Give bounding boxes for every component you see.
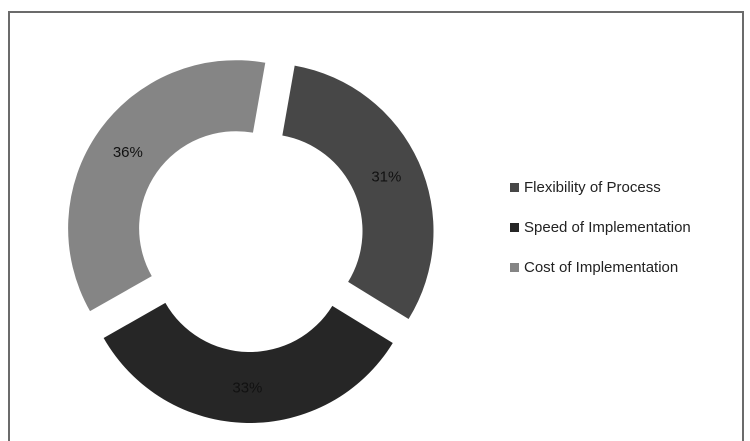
data-label: 31% [371,169,401,186]
legend-swatch [510,222,519,232]
doughnut-slice-flexibility-of-process [282,65,434,320]
legend-label: Cost of Implementation [524,258,679,276]
legend-label: Speed of Implementation [524,218,691,236]
legend-item-cost-of-implementation: Cost of Implementation [510,257,691,277]
data-label: 36% [113,144,143,161]
legend-item-flexibility-of-process: Flexibility of Process [510,177,691,197]
doughnut-slice-cost-of-implementation [68,60,266,312]
legend-swatch [510,262,519,272]
legend: Flexibility of Process Speed of Implemen… [510,177,691,297]
legend-item-speed-of-implementation: Speed of Implementation [510,217,691,237]
legend-label: Flexibility of Process [524,178,661,196]
data-label: 33% [232,379,262,396]
doughnut-slice-speed-of-implementation [103,302,393,423]
legend-swatch [510,182,519,192]
